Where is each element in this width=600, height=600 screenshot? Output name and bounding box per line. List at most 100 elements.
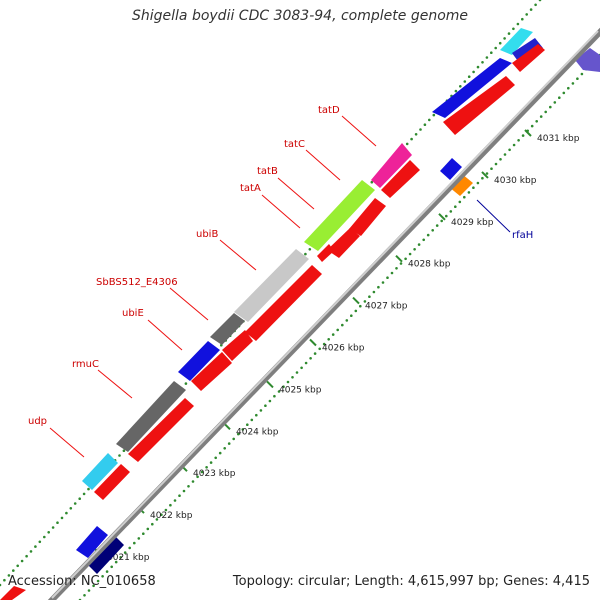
- gene-cds-lower-navy[interactable]: [88, 537, 124, 574]
- gene-label-rmuC[interactable]: rmuC: [72, 359, 99, 370]
- genome-backbone-highlight: [51, 30, 599, 599]
- inner-tick-dot: [313, 352, 317, 355]
- inner-tick-dot: [336, 328, 340, 332]
- gene-label-tatB[interactable]: tatB: [257, 166, 278, 177]
- ubiB-leader-line: [219, 239, 257, 271]
- gene-label-tatA[interactable]: tatA: [240, 183, 261, 194]
- kbp-tick-label: 4023 kbp: [193, 469, 236, 479]
- gene-cds-upper-right-red-1[interactable]: [443, 76, 515, 135]
- inner-tick-dot: [155, 518, 159, 521]
- inner-tick-dot: [182, 489, 186, 493]
- gene-label-leaders: [49, 115, 511, 458]
- gene-cds-rmuC-red[interactable]: [128, 398, 194, 462]
- kbp-tick-label: 4021 kbp: [107, 553, 150, 563]
- inner-tick-dot: [449, 210, 453, 213]
- outer-tick-dot: [78, 497, 81, 501]
- kbp-tick-label: 4028 kbp: [408, 260, 451, 270]
- inner-tick-dot: [295, 371, 299, 374]
- outer-tick-dot: [184, 382, 188, 385]
- gene-cds-right-purple[interactable]: [575, 48, 600, 72]
- gene-label-tatD[interactable]: tatD: [318, 105, 340, 116]
- gene-cds-ubiE[interactable]: [178, 341, 220, 381]
- inner-tick-dot: [494, 162, 498, 166]
- inner-tick-dot: [539, 115, 543, 118]
- gene-cds-udp-red[interactable]: [94, 464, 130, 500]
- rfaH-leader-line: [476, 199, 511, 233]
- gene-cds-ubiB[interactable]: [234, 249, 309, 322]
- outer-tick-dot: [73, 502, 77, 505]
- outer-tick-dot: [370, 180, 374, 184]
- inner-tick-dot: [377, 285, 380, 289]
- gene-cds-tatA-red[interactable]: [317, 244, 334, 262]
- gene-label-ubiE[interactable]: ubiE: [122, 308, 144, 319]
- SbBS512_E4306-leader-line: [169, 287, 209, 321]
- inner-tick-dot: [503, 153, 507, 156]
- gene-label-SbBS512_E4306[interactable]: SbBS512_E4306: [96, 277, 178, 288]
- gene-cds-ubiE-red[interactable]: [222, 330, 253, 361]
- gene-cds-tatD[interactable]: [371, 143, 412, 188]
- gene-label-tatC[interactable]: tatC: [284, 139, 305, 150]
- inner-tick-dot: [417, 243, 421, 246]
- gene-cds-lower-blue-1[interactable]: [76, 526, 108, 558]
- inner-tick-dot: [363, 300, 367, 303]
- outer-tick-dot: [521, 17, 524, 21]
- inner-tick-dot: [567, 86, 570, 90]
- outer-tick-dot: [507, 32, 511, 35]
- outer-tick-dot: [414, 133, 418, 136]
- gene-cds-SbBS512_E4306[interactable]: [210, 313, 245, 345]
- inner-tick-dot: [246, 423, 249, 427]
- gene-cds-ubiB-red[interactable]: [245, 265, 322, 341]
- outer-tick-dot: [503, 37, 506, 40]
- outer-tick-dot: [529, 8, 533, 11]
- gene-cds-tatB-red[interactable]: [327, 228, 360, 258]
- gene-label-ubiB[interactable]: ubiB: [196, 229, 218, 240]
- inner-tick-dot: [341, 323, 344, 327]
- gene-cds-rmuC[interactable]: [116, 381, 186, 452]
- ubiE-leader-line: [147, 319, 183, 351]
- inner-tick-dot: [499, 158, 502, 161]
- inner-tick-dot: [291, 376, 294, 379]
- outer-tick-dot: [498, 41, 502, 45]
- inner-tick-dot: [146, 527, 150, 531]
- inner-tick-dot: [327, 338, 331, 341]
- outer-tick-dot: [47, 531, 50, 534]
- inner-tick-dot: [463, 195, 466, 199]
- outer-tick-dot: [56, 521, 59, 524]
- gene-cds-rfaH-blue[interactable]: [440, 158, 462, 180]
- inner-tick-dot: [553, 101, 557, 104]
- inner-tick-dot: [214, 456, 217, 460]
- inner-tick-dot: [101, 575, 104, 578]
- inner-tick-dot: [472, 186, 475, 189]
- inner-tick-dot: [413, 248, 416, 251]
- gene-cds-upper-right-red-2[interactable]: [512, 44, 545, 72]
- inner-tick-dot: [110, 565, 113, 569]
- gene-cds-upper-right-blue-1[interactable]: [432, 58, 512, 118]
- outer-tick-dot: [454, 89, 458, 93]
- gene-label-rfaH[interactable]: rfaH: [512, 230, 533, 241]
- inner-tick-dot: [350, 314, 353, 318]
- outer-tick-dot: [12, 569, 15, 572]
- outer-tick-dot: [60, 516, 64, 520]
- inner-tick-dot: [372, 290, 376, 294]
- gene-cds-udp[interactable]: [82, 453, 118, 490]
- gene-cds-tatC[interactable]: [304, 180, 375, 251]
- inner-tick-dot: [227, 442, 231, 445]
- inner-tick-dot: [368, 295, 371, 299]
- kbp-tick-mark: [395, 254, 403, 263]
- outer-tick-dot: [122, 449, 126, 453]
- inner-tick-dot: [119, 556, 122, 559]
- gene-cds-tatD-red[interactable]: [381, 160, 420, 198]
- gene-cds-lower-left-red[interactable]: [0, 586, 26, 600]
- gene-cds-upper-right-cyan[interactable]: [500, 28, 533, 55]
- inner-tick-dot: [558, 96, 561, 99]
- gene-cds-rfaH[interactable]: [449, 174, 473, 196]
- inner-tick-dot: [359, 304, 362, 308]
- kbp-tick-label: 4027 kbp: [365, 302, 408, 312]
- kbp-tick-label: 4029 kbp: [451, 218, 494, 228]
- gene-cds-tatC-red[interactable]: [349, 198, 386, 236]
- gene-label-udp[interactable]: udp: [28, 416, 47, 427]
- outer-tick-dot: [43, 535, 46, 539]
- gene-cds-small-red-1[interactable]: [191, 352, 232, 391]
- inner-tick-dot: [282, 385, 285, 389]
